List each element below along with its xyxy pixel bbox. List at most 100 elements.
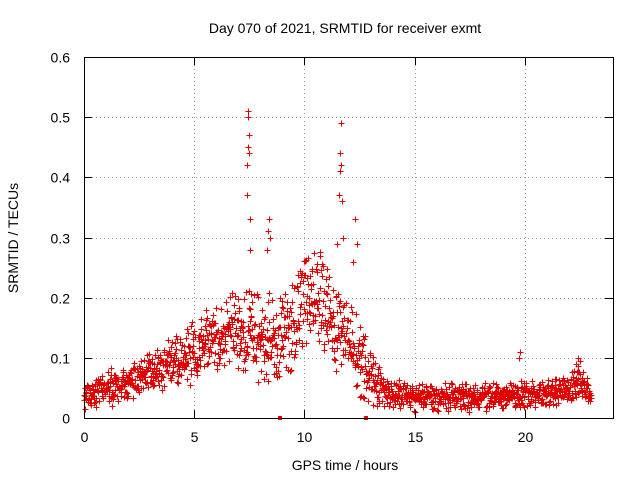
data-point [260, 326, 267, 333]
data-point [228, 333, 235, 340]
data-point [547, 398, 554, 405]
data-point [276, 359, 283, 366]
data-point [266, 216, 273, 223]
data-point [355, 343, 362, 350]
data-point [146, 351, 153, 358]
data-point [231, 302, 238, 309]
data-point [226, 358, 233, 365]
data-point [163, 358, 170, 365]
data-point [331, 322, 338, 329]
data-point [343, 330, 350, 337]
data-point [347, 344, 354, 351]
data-point [320, 263, 327, 270]
data-point [142, 374, 149, 381]
data-point [160, 374, 167, 381]
data-point [416, 394, 423, 401]
data-point [267, 338, 274, 345]
data-point [262, 348, 269, 355]
data-point [255, 294, 262, 301]
data-point [128, 370, 135, 377]
data-point [156, 382, 163, 389]
data-point [306, 295, 313, 302]
data-point [396, 377, 403, 384]
data-point [245, 144, 252, 151]
data-point [184, 326, 191, 333]
data-point [213, 305, 220, 312]
data-point [247, 332, 254, 339]
data-point [338, 120, 345, 127]
data-point [326, 274, 333, 281]
data-point [182, 356, 189, 363]
data-point [286, 313, 293, 320]
data-point [269, 297, 276, 304]
data-point [235, 332, 242, 339]
data-point [190, 343, 197, 350]
data-point [271, 330, 278, 337]
data-point [349, 329, 356, 336]
data-point [553, 376, 560, 383]
data-point [273, 341, 280, 348]
data-point [264, 247, 271, 254]
data-point [368, 372, 375, 379]
data-point [340, 235, 347, 242]
data-point [343, 300, 350, 307]
data-point [321, 347, 328, 354]
data-point [246, 150, 253, 157]
data-point [161, 347, 168, 354]
data-point [276, 373, 283, 380]
x-axis-label: GPS time / hours [292, 457, 399, 473]
data-point [280, 305, 287, 312]
data-point [314, 301, 321, 308]
data-point [143, 380, 150, 387]
data-point [409, 383, 416, 390]
data-point [244, 162, 251, 169]
data-point [136, 389, 143, 396]
data-point [268, 349, 275, 356]
data-point [282, 291, 289, 298]
data-point [82, 406, 89, 413]
data-point [338, 162, 345, 169]
data-point [444, 391, 451, 398]
data-point [227, 294, 234, 301]
data-point [173, 346, 180, 353]
data-point [315, 330, 322, 337]
data-point [376, 364, 383, 371]
data-point [153, 374, 160, 381]
data-point [523, 383, 530, 390]
data-point [324, 331, 331, 338]
axis-ticks [84, 57, 613, 419]
data-point [353, 311, 360, 318]
data-point [239, 324, 246, 331]
data-point [197, 332, 204, 339]
data-point [380, 379, 387, 386]
data-point [521, 394, 528, 401]
data-point [223, 299, 230, 306]
data-point [318, 267, 325, 274]
data-point [560, 375, 567, 382]
data-point [337, 309, 344, 316]
data-point [383, 385, 390, 392]
data-point [539, 396, 546, 403]
data-point [377, 370, 384, 377]
data-point [267, 235, 274, 242]
data-point [365, 358, 372, 365]
data-point [331, 348, 338, 355]
data-point [283, 329, 290, 336]
data-point [263, 371, 270, 378]
data-point [232, 310, 239, 317]
data-point [252, 321, 259, 328]
data-point [110, 396, 117, 403]
data-point [322, 303, 329, 310]
data-point [355, 363, 362, 370]
data-point [230, 338, 237, 345]
data-point [232, 293, 239, 300]
data-point [490, 403, 497, 410]
data-point [185, 330, 192, 337]
data-point [348, 304, 355, 311]
data-point [248, 314, 255, 321]
data-point [203, 327, 210, 334]
data-point [486, 404, 493, 411]
data-point [446, 384, 453, 391]
data-point [340, 323, 347, 330]
data-point [577, 358, 584, 365]
